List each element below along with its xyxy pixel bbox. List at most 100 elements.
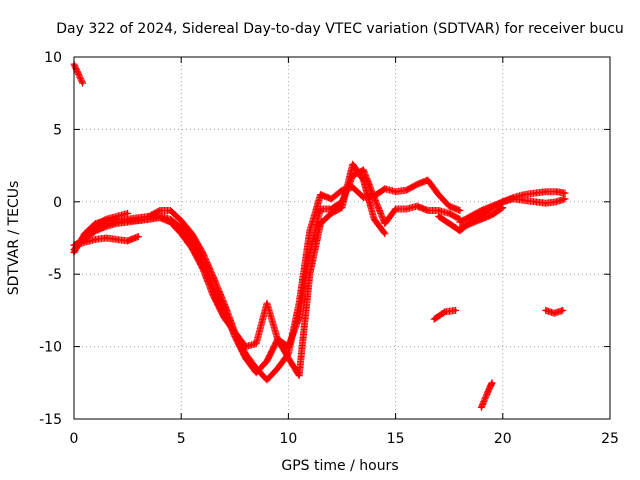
- data-point: [115, 238, 119, 241]
- data-point: [479, 406, 483, 409]
- x-tick-label: 15: [387, 431, 405, 447]
- data-point: [126, 239, 129, 243]
- data-point: [437, 193, 440, 196]
- data-point: [211, 294, 215, 298]
- data-point: [308, 272, 312, 276]
- series-arc-1: [70, 60, 87, 87]
- data-point: [244, 356, 247, 360]
- series-arc-11: [477, 379, 496, 411]
- data-point: [394, 190, 397, 194]
- data-point: [437, 214, 440, 218]
- data-point: [233, 330, 237, 334]
- data-point: [158, 216, 162, 220]
- data-point: [276, 366, 280, 370]
- data-point: [533, 200, 537, 204]
- data-point: [115, 222, 119, 225]
- data-point: [136, 235, 140, 238]
- data-point: [563, 191, 567, 195]
- data-point: [265, 378, 269, 382]
- data-point: [555, 200, 558, 204]
- x-tick-label: 5: [177, 431, 186, 447]
- series-arc-10: [430, 306, 460, 323]
- data-point: [454, 309, 458, 312]
- data-point: [104, 236, 108, 240]
- data-point: [244, 345, 247, 348]
- data-point: [362, 196, 365, 199]
- data-point: [158, 209, 162, 212]
- data-point: [329, 211, 333, 215]
- data-point: [104, 225, 108, 228]
- data-marks: [70, 60, 569, 411]
- data-point: [94, 238, 97, 241]
- data-point: [488, 385, 492, 389]
- data-point: [147, 217, 151, 221]
- data-point: [265, 359, 269, 363]
- data-point: [308, 229, 312, 233]
- data-point: [190, 246, 194, 250]
- data-point: [287, 356, 290, 360]
- data-point: [415, 183, 419, 186]
- x-tick-label: 20: [494, 431, 512, 447]
- data-point: [479, 213, 483, 217]
- data-point: [190, 232, 194, 236]
- data-point: [544, 201, 548, 205]
- data-point: [415, 204, 419, 208]
- data-point: [383, 187, 387, 191]
- data-point: [351, 185, 355, 189]
- data-point: [447, 222, 451, 225]
- data-point: [372, 217, 376, 221]
- x-axis-ticks: 0 5 10 15 20 25: [70, 57, 619, 447]
- data-point: [501, 200, 505, 204]
- data-point: [501, 206, 505, 209]
- data-point: [179, 232, 183, 236]
- data-point: [126, 211, 129, 215]
- data-point: [254, 342, 258, 346]
- data-point: [362, 168, 365, 172]
- data-point: [372, 196, 376, 199]
- data-point: [533, 191, 537, 195]
- grid: [74, 57, 610, 419]
- y-tick-label: -10: [39, 340, 62, 356]
- x-axis-label: GPS time / hours: [281, 458, 398, 474]
- data-point: [211, 275, 215, 279]
- y-tick-label: 10: [44, 50, 62, 66]
- data-point: [469, 214, 473, 218]
- data-point: [479, 209, 483, 212]
- series-arc-9: [456, 204, 507, 232]
- data-point: [201, 267, 205, 270]
- data-point: [340, 206, 344, 209]
- data-point: [126, 220, 129, 224]
- data-point: [426, 209, 430, 212]
- data-point: [555, 190, 558, 194]
- data-point: [276, 337, 280, 341]
- data-point: [426, 178, 430, 182]
- data-point: [479, 217, 483, 221]
- data-point: [437, 209, 440, 212]
- series-arc-12: [542, 306, 567, 317]
- data-point-marks: [70, 166, 464, 377]
- data-point: [94, 229, 97, 233]
- y-tick-label: 5: [53, 122, 62, 138]
- data-point: [329, 197, 333, 201]
- data-point: [319, 222, 322, 225]
- data-point: [136, 219, 140, 223]
- data-point: [563, 197, 567, 201]
- plot-frame: [73, 56, 611, 420]
- series-arc-5: [70, 166, 464, 377]
- x-tick-label: 25: [601, 431, 619, 447]
- data-point: [404, 207, 408, 211]
- data-point: [287, 345, 290, 348]
- data-point: [490, 213, 494, 217]
- data-point: [190, 238, 194, 241]
- data-point: [222, 316, 226, 320]
- data-point: [552, 311, 556, 315]
- x-tick-label: 0: [70, 431, 79, 447]
- data-point: [201, 258, 205, 262]
- data-point: [329, 207, 333, 211]
- series-arc-6: [81, 160, 389, 380]
- data-point: [447, 211, 451, 215]
- data-point: [458, 209, 462, 212]
- data-point: [319, 207, 322, 211]
- chart-title: Day 322 of 2024, Sidereal Day-to-day VTE…: [56, 21, 624, 37]
